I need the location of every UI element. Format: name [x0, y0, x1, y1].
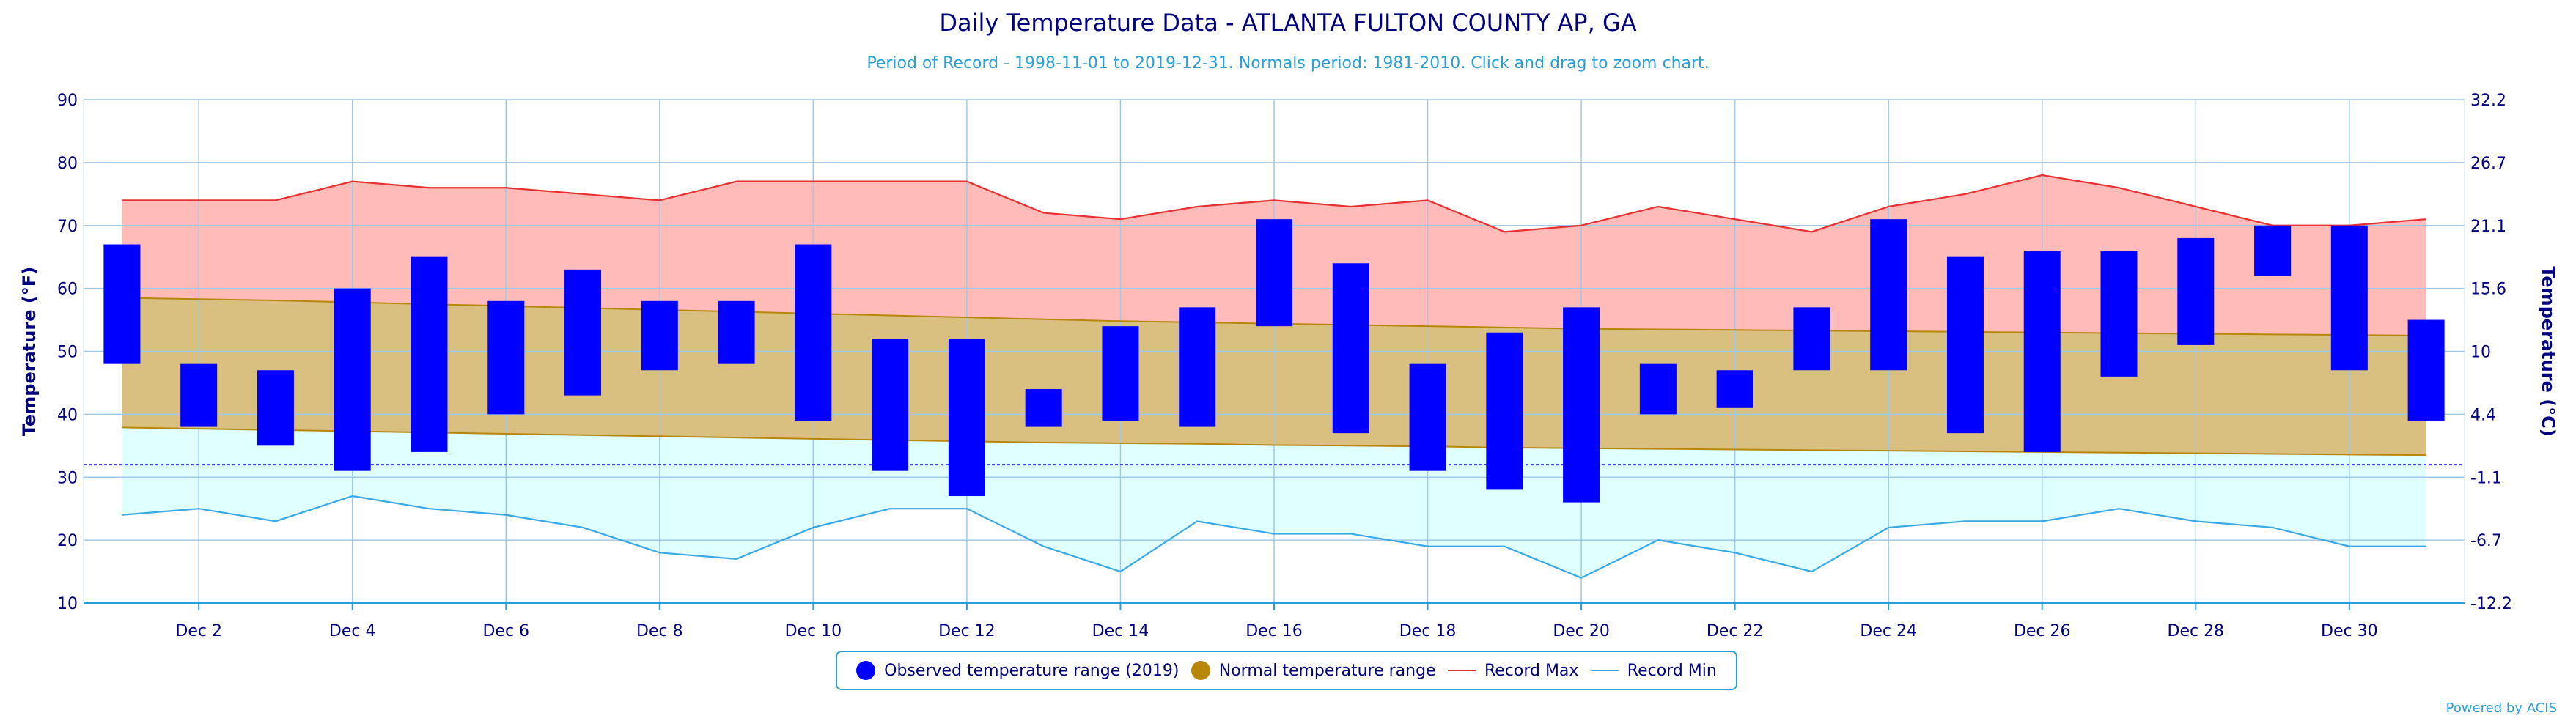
observed-range-bar[interactable]: [2177, 237, 2215, 345]
observed-range-bar[interactable]: [718, 300, 755, 364]
legend-item-observed[interactable]: Observed temperature range (2019): [856, 661, 1179, 680]
legend-normal-symbol: [1191, 661, 1210, 680]
observed-range-bar[interactable]: [948, 339, 985, 497]
x-tick-label: Dec 30: [2321, 622, 2378, 640]
observed-range-bar[interactable]: [1946, 256, 1984, 434]
legend-item-normal[interactable]: Normal temperature range: [1191, 661, 1436, 680]
observed-range-bar[interactable]: [1102, 326, 1139, 421]
y-tick-label-right: -12.2: [2470, 595, 2512, 613]
legend-record-min-symbol: [1590, 670, 1619, 671]
y-tick-label-left: 80: [57, 155, 78, 173]
powered-by-credit[interactable]: Powered by ACIS: [2446, 700, 2557, 716]
observed-range-bar[interactable]: [1486, 332, 1523, 490]
observed-range-bar[interactable]: [257, 370, 294, 446]
observed-range-bar[interactable]: [487, 300, 525, 415]
y-tick-label-left: 90: [57, 92, 78, 110]
observed-range-bar[interactable]: [1793, 307, 1830, 371]
legend-normal-label: Normal temperature range: [1218, 661, 1436, 680]
y-tick-label-left: 60: [57, 281, 78, 299]
y-tick-label-right: -1.1: [2470, 469, 2502, 487]
temperature-chart[interactable]: Dec 2 Dec 4 Dec 6 Dec 8 Dec 10 Dec 12 Dec 14 De…: [0, 0, 2576, 645]
x-tick-label: Dec 8: [636, 622, 683, 640]
observed-range-bar[interactable]: [872, 339, 909, 471]
x-tick-label: Dec 16: [1245, 622, 1303, 640]
x-tick-label: Dec 6: [482, 622, 529, 640]
x-tick-label: Dec 24: [1860, 622, 1917, 640]
x-tick-label: Dec 12: [938, 622, 996, 640]
observed-range-bar[interactable]: [1179, 307, 1216, 427]
observed-range-bar[interactable]: [1639, 363, 1677, 415]
observed-range-bar[interactable]: [180, 363, 218, 427]
observed-range-bar[interactable]: [564, 269, 602, 396]
observed-range-bar[interactable]: [1870, 219, 1907, 371]
y-tick-label-right: 32.2: [2470, 92, 2506, 110]
x-tick-label: Dec 14: [1092, 622, 1149, 640]
observed-range-bar[interactable]: [1563, 307, 1600, 503]
y-tick-label-right: -6.7: [2470, 532, 2502, 550]
chart-title: Daily Temperature Data - ATLANTA FULTON …: [939, 9, 1637, 37]
observed-range-bar[interactable]: [334, 288, 371, 471]
legend-item-record-min[interactable]: Record Min: [1590, 661, 1717, 680]
x-tick-label: Dec 22: [1707, 622, 1764, 640]
chart-legend: Observed temperature range (2019) Normal…: [836, 651, 1737, 690]
observed-range-bar[interactable]: [795, 244, 832, 421]
y-tick-label-right: 4.4: [2470, 406, 2496, 424]
x-tick-label: Dec 28: [2168, 622, 2225, 640]
x-tick-label: Dec 26: [2014, 622, 2071, 640]
y-tick-label-left: 50: [57, 344, 78, 362]
plot-area: Dec 2 Dec 4 Dec 6 Dec 8 Dec 10 Dec 12 Dec 14 De…: [19, 92, 2558, 640]
y-tick-label-left: 40: [57, 406, 78, 424]
observed-range-bar[interactable]: [411, 256, 448, 452]
y-tick-label-right: 10: [2470, 344, 2491, 362]
observed-range-bar[interactable]: [2407, 319, 2445, 421]
legend-observed-symbol: [856, 661, 876, 680]
legend-record-min-label: Record Min: [1627, 661, 1717, 680]
legend-item-record-max[interactable]: Record Max: [1447, 661, 1579, 680]
x-tick-label: Dec 20: [1553, 622, 1610, 640]
legend-observed-label: Observed temperature range (2019): [884, 661, 1180, 680]
y-tick-label-right: 26.7: [2470, 155, 2506, 173]
observed-range-bar[interactable]: [2330, 225, 2368, 371]
y-tick-label-left: 20: [57, 532, 78, 550]
observed-range-bar[interactable]: [1256, 219, 1292, 327]
observed-range-bar[interactable]: [1025, 389, 1062, 427]
y-tick-label-right: 15.6: [2470, 281, 2506, 299]
x-tick-label: Dec 4: [329, 622, 376, 640]
observed-range-bar[interactable]: [2254, 225, 2292, 276]
x-tick-label: Dec 10: [785, 622, 842, 640]
observed-range-bar[interactable]: [1332, 263, 1369, 434]
y-tick-label-right: 21.1: [2470, 218, 2506, 236]
observed-range-bar[interactable]: [1716, 370, 1753, 408]
y-axis-title-right: Temperature (°C): [2538, 266, 2558, 437]
observed-range-bar[interactable]: [1409, 363, 1446, 471]
y-axis-title-left: Temperature (°F): [19, 267, 40, 436]
legend-record-max-symbol: [1447, 670, 1476, 671]
observed-range-bar[interactable]: [2100, 251, 2138, 377]
x-tick-label: Dec 18: [1399, 622, 1457, 640]
y-tick-label-left: 70: [57, 218, 78, 236]
legend-record-max-label: Record Max: [1484, 661, 1579, 680]
observed-range-bar[interactable]: [103, 244, 141, 364]
chart-subtitle: Period of Record - 1998-11-01 to 2019-12…: [866, 54, 1710, 73]
record-max-line: [122, 174, 2426, 233]
x-tick-label: Dec 2: [175, 622, 222, 640]
observed-range-bar[interactable]: [2023, 251, 2061, 452]
y-tick-label-left: 30: [57, 469, 78, 487]
observed-range-bar[interactable]: [641, 300, 678, 371]
record-min-line: [122, 495, 2426, 579]
y-tick-label-left: 10: [57, 595, 78, 613]
